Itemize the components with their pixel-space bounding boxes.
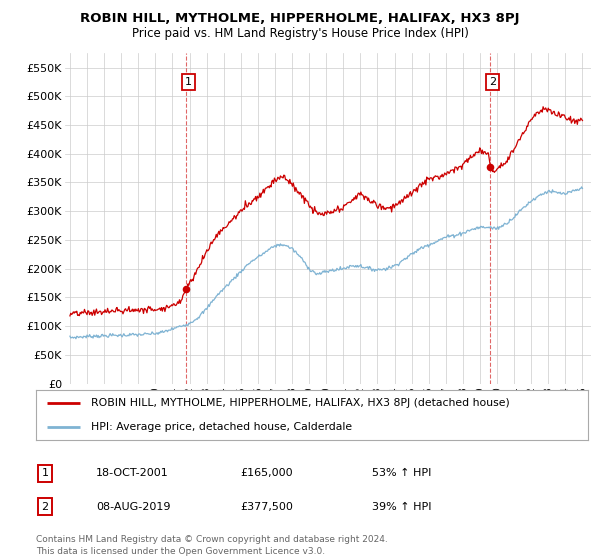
Text: 39% ↑ HPI: 39% ↑ HPI: [372, 502, 431, 512]
Text: £165,000: £165,000: [240, 468, 293, 478]
Text: 08-AUG-2019: 08-AUG-2019: [96, 502, 170, 512]
Text: Price paid vs. HM Land Registry's House Price Index (HPI): Price paid vs. HM Land Registry's House …: [131, 27, 469, 40]
Text: £377,500: £377,500: [240, 502, 293, 512]
Text: 2: 2: [489, 77, 496, 87]
Text: 2: 2: [41, 502, 49, 512]
Point: [181, 284, 191, 293]
Text: ROBIN HILL, MYTHOLME, HIPPERHOLME, HALIFAX, HX3 8PJ: ROBIN HILL, MYTHOLME, HIPPERHOLME, HALIF…: [80, 12, 520, 25]
Text: Contains HM Land Registry data © Crown copyright and database right 2024.
This d: Contains HM Land Registry data © Crown c…: [36, 535, 388, 556]
Text: ROBIN HILL, MYTHOLME, HIPPERHOLME, HALIFAX, HX3 8PJ (detached house): ROBIN HILL, MYTHOLME, HIPPERHOLME, HALIF…: [91, 398, 510, 408]
Text: 53% ↑ HPI: 53% ↑ HPI: [372, 468, 431, 478]
Point: [485, 162, 495, 171]
Text: HPI: Average price, detached house, Calderdale: HPI: Average price, detached house, Cald…: [91, 422, 352, 432]
Text: 1: 1: [185, 77, 192, 87]
Text: 1: 1: [41, 468, 49, 478]
Text: 18-OCT-2001: 18-OCT-2001: [96, 468, 169, 478]
